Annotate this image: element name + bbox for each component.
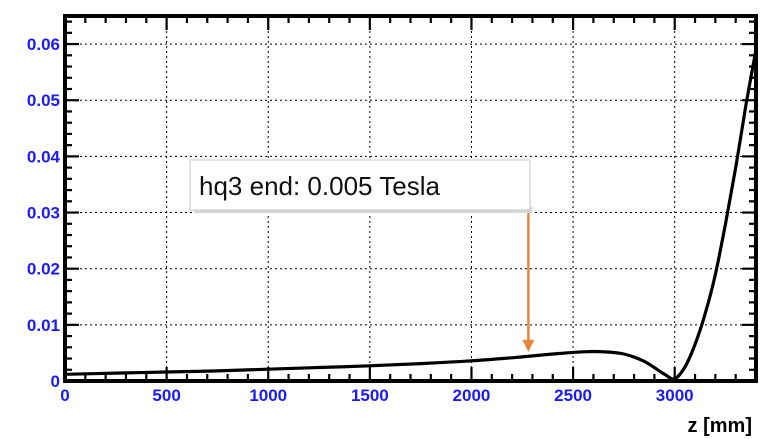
- x-tick-label: 500: [152, 386, 180, 405]
- annotation: hq3 end: 0.005 Tesla: [189, 159, 535, 352]
- x-tick-label: 3000: [656, 386, 694, 405]
- x-tick-label: 2500: [554, 386, 592, 405]
- series-line: [64, 49, 758, 381]
- y-tick-label: 0.03: [27, 204, 60, 223]
- annotation-box: [189, 159, 531, 211]
- grid: [65, 16, 756, 381]
- annotation-label: hq3 end: 0.005 Tesla: [199, 171, 440, 201]
- annotation-arrowhead: [522, 339, 535, 352]
- y-tick-label: 0.01: [27, 316, 60, 335]
- plot-frame: [63, 14, 758, 383]
- x-tick-label: 0: [60, 386, 69, 405]
- y-tick-label: 0.02: [27, 260, 60, 279]
- y-tick-labels: 0 0.01 0.02 0.03 0.04 0.05 0.06: [27, 35, 61, 391]
- x-tick-labels: 0 500 1000 1500 2000 2500 3000: [60, 386, 693, 405]
- x-tick-label: 2000: [453, 386, 491, 405]
- y-tick-label: 0.04: [27, 147, 61, 166]
- x-tick-label: 1000: [249, 386, 287, 405]
- y-tick-label: 0: [51, 372, 60, 391]
- y-tick-label: 0.06: [27, 35, 60, 54]
- x-tick-label: 1500: [351, 386, 389, 405]
- y-tick-label: 0.05: [27, 91, 60, 110]
- x-axis-title: z [mm]: [688, 415, 752, 437]
